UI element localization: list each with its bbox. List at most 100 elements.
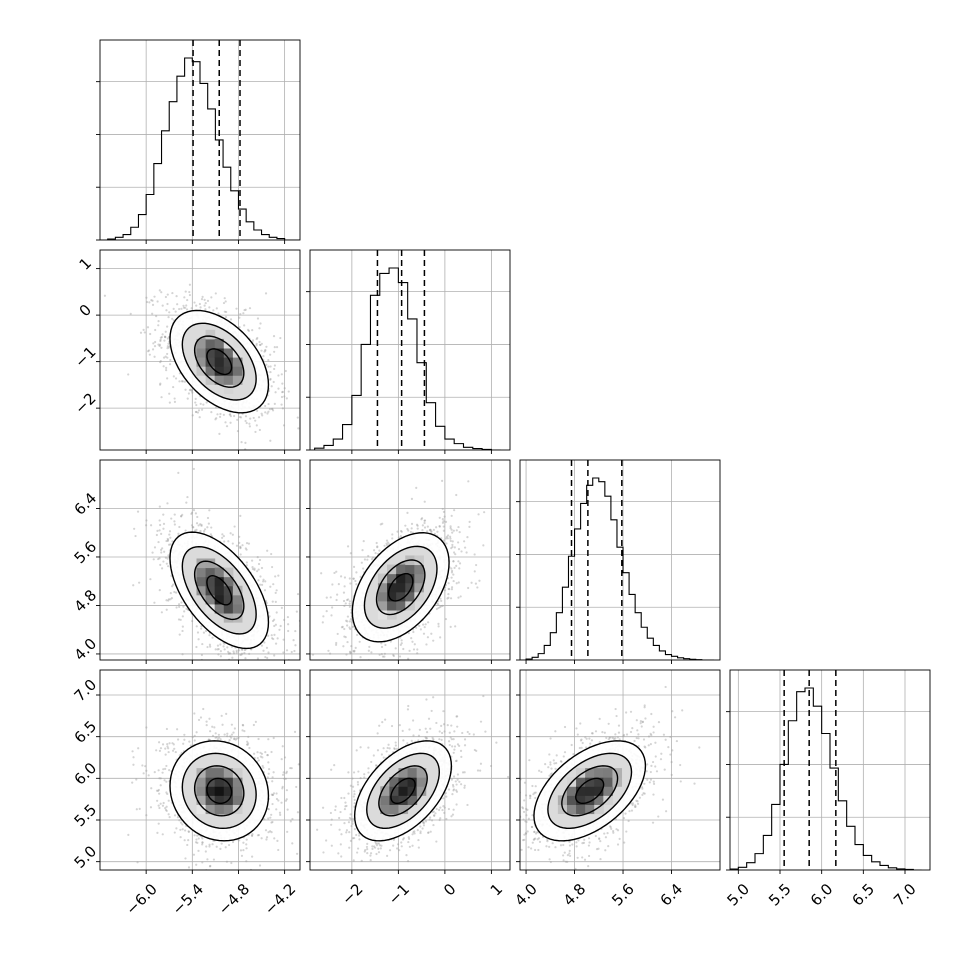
scatter-point	[165, 309, 168, 312]
scatter-point	[385, 539, 389, 542]
scatter-point	[203, 298, 206, 301]
scatter-point	[392, 654, 395, 658]
density-cell	[232, 357, 243, 367]
scatter-point	[192, 467, 195, 471]
density-cell	[205, 603, 216, 614]
scatter-point	[207, 738, 210, 741]
scatter-point	[336, 632, 339, 636]
scatter-point	[159, 360, 162, 364]
scatter-point	[183, 296, 186, 299]
scatter-point	[424, 623, 427, 626]
scatter-point	[258, 343, 262, 346]
scatter-point	[208, 643, 212, 646]
scatter-point	[229, 652, 232, 655]
scatter-point	[206, 299, 210, 302]
scatter-point	[243, 308, 246, 312]
scatter-point	[410, 522, 414, 525]
scatter-point	[425, 674, 427, 676]
scatter-point	[216, 738, 219, 741]
scatter-point	[253, 567, 256, 570]
scatter-point	[245, 561, 248, 564]
scatter-point	[275, 346, 279, 349]
scatter-point	[184, 388, 187, 391]
scatter-point	[239, 553, 242, 556]
scatter-point	[257, 416, 261, 419]
scatter-point	[166, 302, 169, 306]
scatter-point	[245, 860, 248, 863]
scatter-point	[340, 626, 344, 629]
scatter-point	[192, 509, 196, 512]
density-cell	[232, 594, 243, 605]
scatter-point	[261, 666, 263, 668]
scatter-point	[167, 554, 170, 557]
scatter-point	[276, 637, 279, 640]
scatter-point	[231, 542, 234, 545]
scatter-point	[183, 610, 186, 613]
scatter-point	[475, 563, 478, 567]
scatter-point	[371, 556, 375, 559]
scatter-point	[195, 625, 198, 628]
scatter-point	[272, 792, 276, 795]
scatter-point	[416, 527, 419, 530]
scatter-point	[142, 328, 145, 331]
density-cell	[396, 600, 406, 611]
scatter-point	[359, 656, 362, 659]
scatter-point	[156, 529, 159, 532]
scatter-point	[205, 401, 208, 404]
scatter-point	[237, 736, 240, 739]
scatter-point	[274, 623, 277, 626]
scatter-point	[270, 813, 273, 816]
scatter-point	[442, 529, 445, 532]
scatter-point	[250, 674, 252, 676]
scatter-point	[265, 646, 269, 649]
scatter-point	[165, 369, 168, 372]
scatter-point	[463, 546, 467, 549]
scatter-point	[221, 533, 224, 536]
scatter-point	[293, 649, 296, 653]
density-cell	[232, 585, 243, 596]
scatter-point	[270, 565, 274, 569]
density-cell	[414, 573, 424, 584]
scatter-point	[262, 578, 265, 581]
scatter-point	[133, 527, 136, 530]
scatter-point	[445, 537, 448, 540]
scatter-point	[410, 527, 413, 530]
scatter-point	[391, 533, 394, 536]
scatter-point	[164, 355, 167, 358]
scatter-point	[270, 552, 273, 556]
scatter-point	[166, 565, 170, 568]
scatter-point	[256, 317, 260, 320]
scatter-point	[280, 373, 283, 376]
scatter-point	[159, 382, 162, 385]
scatter-point	[368, 665, 370, 667]
scatter-point	[421, 529, 424, 532]
density-cell	[205, 375, 216, 385]
scatter-point	[389, 662, 391, 664]
scatter-point	[451, 540, 454, 543]
scatter-point	[219, 643, 222, 646]
scatter-point	[476, 586, 479, 589]
scatter-point	[241, 648, 244, 651]
scatter-point	[190, 524, 194, 527]
scatter-point	[362, 539, 365, 543]
scatter-point	[161, 304, 164, 307]
scatter-point	[229, 415, 232, 418]
scatter-point	[132, 584, 135, 587]
scatter-point	[158, 289, 161, 292]
scatter-point	[204, 850, 207, 853]
scatter-point	[142, 772, 145, 775]
scatter-point	[426, 530, 429, 533]
scatter-point	[262, 649, 265, 652]
scatter-point	[188, 290, 191, 294]
scatter-point	[158, 344, 161, 348]
scatter-point	[181, 823, 184, 826]
density-cell	[196, 558, 207, 569]
scatter-point	[210, 411, 213, 414]
scatter-point	[255, 681, 257, 683]
scatter-point	[343, 627, 346, 631]
scatter-point	[450, 571, 454, 574]
scatter-point	[257, 759, 260, 762]
scatter-point	[422, 623, 425, 626]
scatter-point	[244, 415, 248, 418]
scatter-point	[235, 544, 239, 547]
